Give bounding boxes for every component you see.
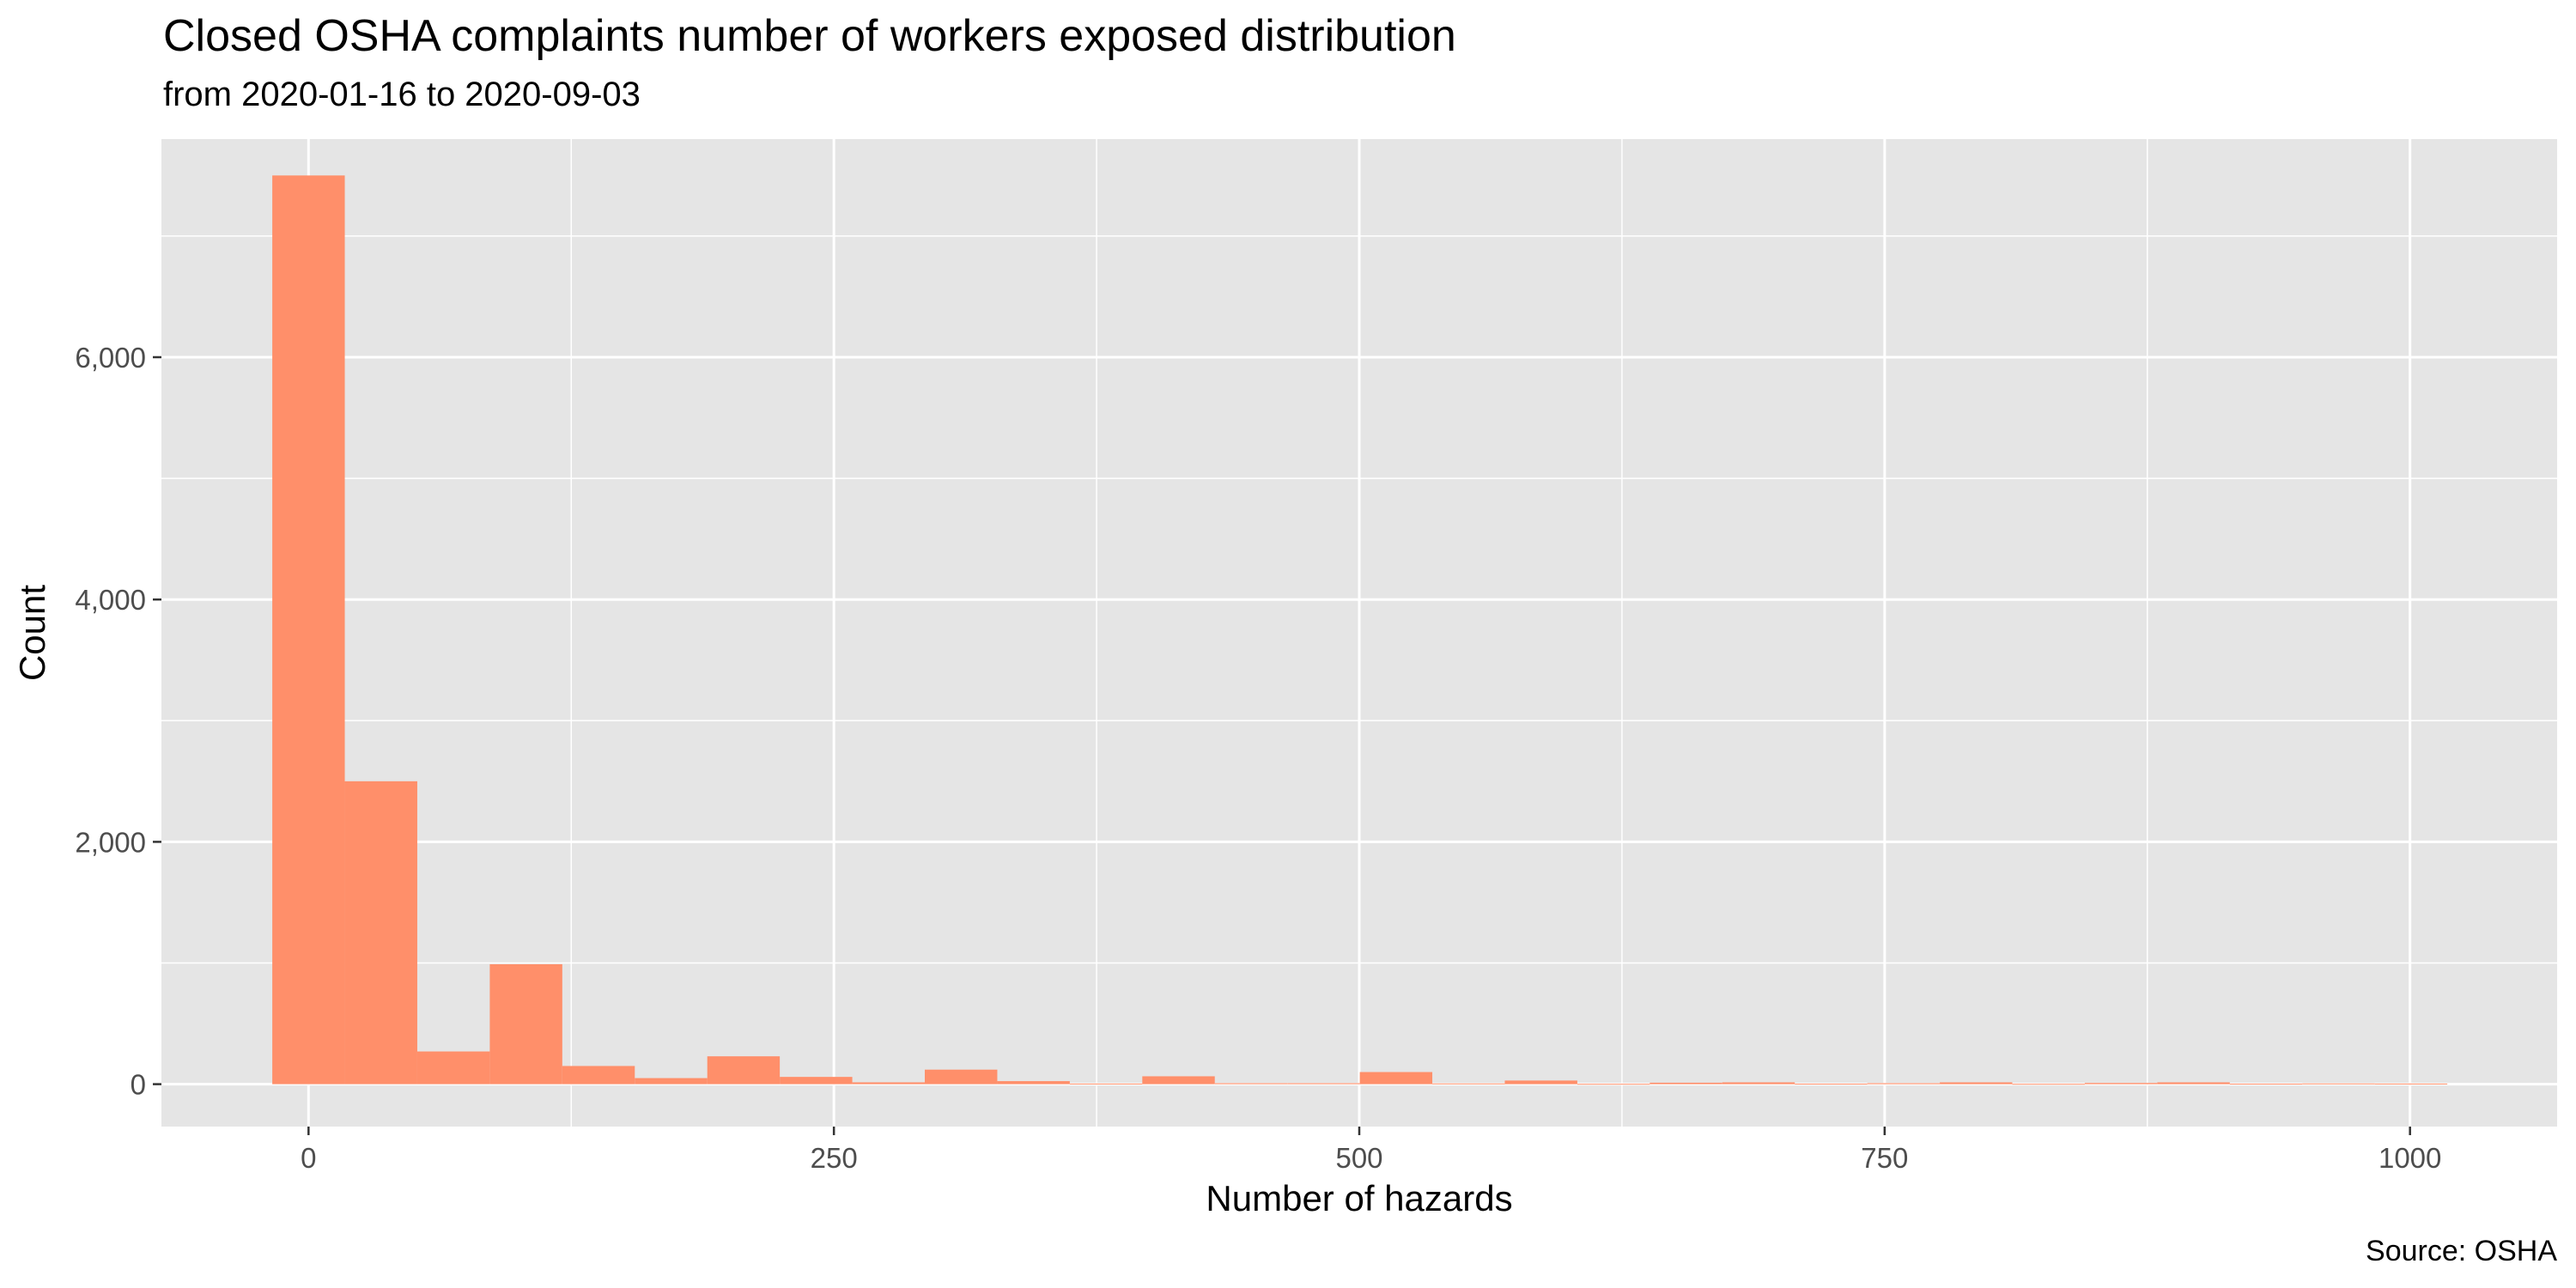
chart-subtitle: from 2020-01-16 to 2020-09-03 (163, 76, 641, 113)
x-tick-label: 0 (301, 1142, 316, 1174)
histogram-bar (780, 1077, 853, 1084)
histogram-bar (416, 1051, 490, 1084)
histogram-bar (489, 963, 562, 1084)
histogram-bar (1287, 1083, 1360, 1084)
chart-caption: Source: OSHA (2366, 1235, 2557, 1267)
histogram-bar (852, 1082, 926, 1084)
histogram-bars (272, 175, 2448, 1085)
histogram-bar (1867, 1083, 1941, 1084)
histogram-bar (997, 1081, 1070, 1084)
histogram-bar (1359, 1072, 1433, 1084)
y-tick-label: 2,000 (75, 826, 146, 858)
y-tick-label: 0 (131, 1069, 146, 1101)
chart-title: Closed OSHA complaints number of workers… (163, 11, 1456, 61)
x-axis-label: Number of hazards (1206, 1178, 1512, 1218)
histogram-bar (2084, 1083, 2158, 1084)
histogram-bar (1940, 1082, 2013, 1084)
histogram-bar (1142, 1076, 1215, 1084)
y-tick-label: 6,000 (75, 342, 146, 374)
y-axis: 0 2,000 4,000 6,000 (75, 342, 161, 1101)
histogram-bar (344, 781, 417, 1084)
histogram-bar (2157, 1082, 2230, 1084)
histogram-bar (1214, 1083, 1288, 1084)
x-tick-label: 750 (1861, 1142, 1908, 1174)
histogram-bar (635, 1078, 708, 1084)
x-axis: 0 250 500 750 1000 (301, 1127, 2441, 1174)
y-axis-label: Count (12, 585, 52, 681)
x-tick-label: 250 (811, 1142, 858, 1174)
histogram-bar (925, 1069, 998, 1084)
histogram-bar (562, 1066, 635, 1084)
histogram-bar (1504, 1080, 1577, 1084)
x-tick-label: 1000 (2379, 1142, 2441, 1174)
histogram-bar (272, 175, 345, 1084)
y-tick-label: 4,000 (75, 584, 146, 616)
histogram-bar (1649, 1082, 1722, 1084)
x-tick-label: 500 (1335, 1142, 1382, 1174)
histogram-bar (707, 1056, 781, 1084)
histogram-bar (1722, 1082, 1795, 1084)
